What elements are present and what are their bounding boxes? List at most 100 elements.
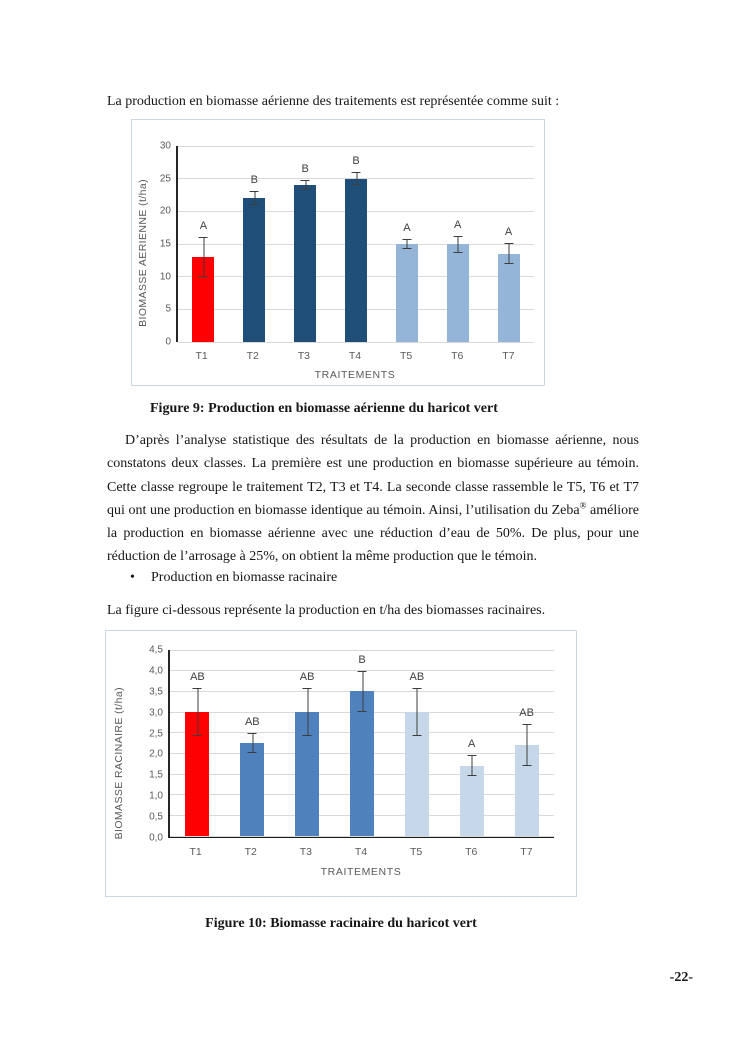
bar-slot-t3: B xyxy=(280,146,331,342)
bar-slot-t4: B xyxy=(335,650,390,836)
x-tick-label-t5: T5 xyxy=(410,846,423,858)
analysis-text-part1: D’après l’analyse statistique des résult… xyxy=(107,433,639,518)
bar-t1 xyxy=(192,257,215,342)
error-bar-t3 xyxy=(302,688,312,736)
x-axis-title: TRAITEMENTS xyxy=(314,369,396,381)
x-tick-label-t7: T7 xyxy=(520,846,533,858)
error-bar-t7 xyxy=(522,724,532,766)
significance-letter-t5: AB xyxy=(409,671,425,684)
error-bar-t6 xyxy=(453,235,463,253)
bar-slot-t3: AB xyxy=(280,650,335,836)
intro-paragraph: La production en biomasse aérienne des t… xyxy=(107,94,560,109)
significance-letter-t7: AB xyxy=(519,707,534,720)
y-tick-label: 10 xyxy=(159,271,171,283)
y-tick-label: 4,0 xyxy=(149,665,163,677)
significance-letter-t2: AB xyxy=(244,715,260,728)
bullet-list-item: • Production en biomasse racinaire xyxy=(130,570,630,586)
registered-trademark-symbol: ® xyxy=(579,500,587,511)
x-tick-label-t1: T1 xyxy=(189,846,202,858)
bar-slot-t6: A xyxy=(444,650,499,836)
figure9-caption: Figure 9: Production en biomasse aérienn… xyxy=(150,401,498,416)
y-tick-label: 5 xyxy=(165,303,171,315)
y-tick-label: 0,5 xyxy=(149,811,163,823)
error-bar-t2 xyxy=(247,732,257,754)
significance-letter-t3: B xyxy=(301,162,309,175)
x-tick-label-t2: T2 xyxy=(246,350,259,362)
y-tick-label: 2,5 xyxy=(149,728,163,740)
y-tick-label: 0 xyxy=(165,336,171,348)
x-tick-label-t4: T4 xyxy=(348,350,362,362)
gridline xyxy=(178,145,534,147)
significance-letter-t7: A xyxy=(504,226,513,239)
significance-letter-t6: A xyxy=(468,738,476,751)
bar-t5 xyxy=(395,244,418,342)
bar-t3 xyxy=(294,185,317,342)
x-axis-ticks: T1 T2 T3 T4 T5 T6 T7 xyxy=(176,350,534,362)
y-axis-title: BIOMASSE RACINAIRE (t/ha) xyxy=(113,687,125,840)
error-bar-t4 xyxy=(357,670,367,712)
analysis-paragraph: D’après l’analyse statistique des résult… xyxy=(107,429,639,569)
bullet-icon: • xyxy=(130,570,135,585)
plot-area: A B B B A A A xyxy=(176,145,534,343)
significance-letter-t1: A xyxy=(199,220,208,233)
bullet-item-label: Production en biomasse racinaire xyxy=(151,570,338,585)
analysis-text-part2: améliore la production en biomasse aérie… xyxy=(107,502,639,565)
x-axis-ticks: T1 T2 T3 T4 T5 T6 T7 xyxy=(168,846,554,858)
x-tick-label-t3: T3 xyxy=(297,350,310,362)
y-tick-label: 1,5 xyxy=(149,769,163,781)
bar-slot-t2: B xyxy=(229,146,280,342)
bar-t2 xyxy=(243,198,266,342)
y-tick-label: 20 xyxy=(159,205,171,217)
significance-letter-t1: AB xyxy=(190,671,205,684)
error-bar-t5 xyxy=(402,238,412,250)
bar-slot-t1: AB xyxy=(170,650,225,836)
y-tick-label: 30 xyxy=(159,140,171,152)
bar-slot-t5: A xyxy=(381,146,432,342)
bar-t2 xyxy=(240,743,265,836)
figure9-chart: BIOMASSE AERIENNE (t/ha) 0 5 10 15 20 25 30 A B… xyxy=(131,119,545,386)
bar-t6 xyxy=(459,765,484,836)
bar-t4 xyxy=(350,691,374,836)
gridline xyxy=(178,341,534,343)
bar-t6 xyxy=(446,244,469,342)
significance-letter-t5: A xyxy=(403,221,411,234)
y-axis-ticks: 0,0 0,5 1,0 1,5 2,0 2,5 3,0 3,5 4,0 4,5 xyxy=(132,645,168,844)
error-bar-t6 xyxy=(467,755,477,777)
error-bar-t3 xyxy=(300,179,310,191)
significance-letter-t4: B xyxy=(352,155,360,168)
significance-letter-t2: B xyxy=(250,174,258,187)
y-tick-label: 15 xyxy=(159,238,171,250)
error-bar-t1 xyxy=(192,688,202,736)
x-tick-label-t6: T6 xyxy=(451,350,464,362)
x-tick-label-t1: T1 xyxy=(195,350,208,362)
gridline xyxy=(170,835,554,837)
error-bar-t7 xyxy=(504,243,514,265)
error-bar-t1 xyxy=(198,237,208,277)
bar-slot-t7: A xyxy=(483,146,534,342)
y-axis-title: BIOMASSE AERIENNE (t/ha) xyxy=(137,178,149,327)
bar-t7 xyxy=(497,253,520,342)
bar-slot-t7: AB xyxy=(499,650,554,836)
bar-slot-t5: AB xyxy=(389,650,444,836)
significance-letter-t4: B xyxy=(358,653,366,666)
error-bar-t4 xyxy=(351,172,361,186)
y-tick-label: 3,5 xyxy=(149,686,163,698)
error-bar-t5 xyxy=(412,688,422,736)
y-axis-title-column: BIOMASSE RACINAIRE (t/ha) xyxy=(106,631,132,896)
y-tick-label: 25 xyxy=(159,173,171,185)
significance-letter-t6: A xyxy=(454,218,462,231)
significance-letter-t3: AB xyxy=(299,671,315,684)
y-tick-label: 3,0 xyxy=(149,707,163,719)
x-tick-label-t5: T5 xyxy=(400,350,413,362)
y-axis-ticks: 0 5 10 15 20 25 30 xyxy=(154,141,176,348)
figure10-caption: Figure 10: Biomasse racinaire du haricot… xyxy=(205,916,477,931)
y-tick-label: 4,5 xyxy=(149,644,163,656)
x-tick-label-t6: T6 xyxy=(465,846,478,858)
y-tick-label: 0,0 xyxy=(149,832,163,844)
bar-slot-t1: A xyxy=(178,146,229,342)
y-tick-label: 1,0 xyxy=(149,790,163,802)
bar-slot-t2: AB xyxy=(225,650,280,836)
figure10-intro: La figure ci-dessous représente la produ… xyxy=(107,603,546,618)
bar-slot-t6: A xyxy=(432,146,483,342)
x-tick-label-t7: T7 xyxy=(502,350,515,362)
